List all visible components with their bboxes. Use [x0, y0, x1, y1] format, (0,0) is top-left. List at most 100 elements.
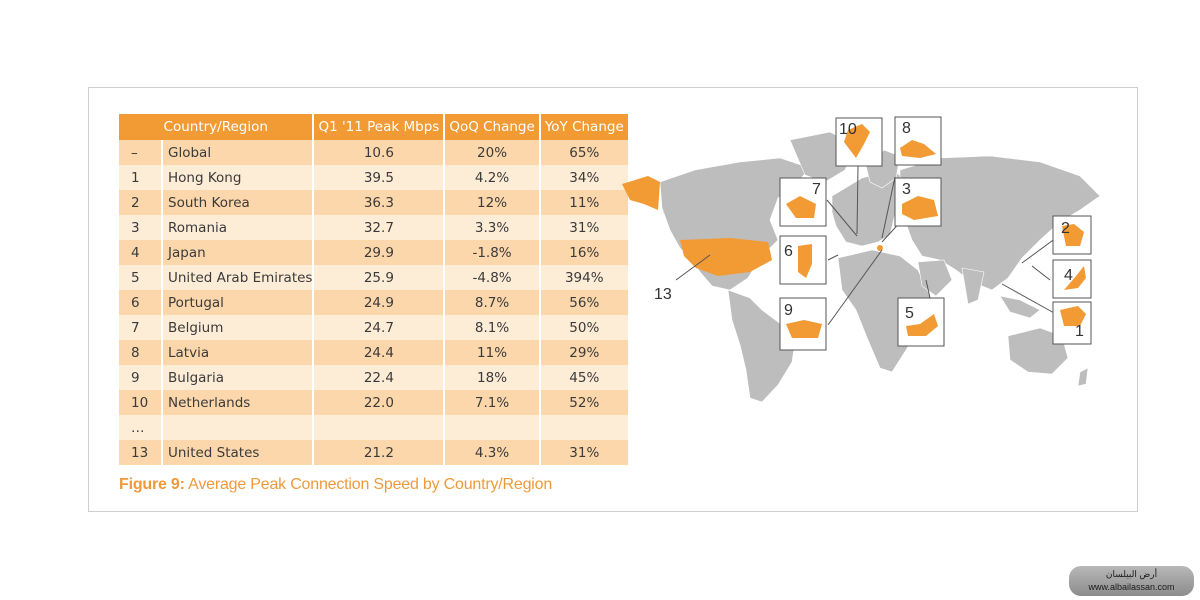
cell-peak: 22.0: [313, 390, 446, 415]
callout-country-shape: [1062, 224, 1084, 246]
cell-peak: 32.7: [313, 215, 446, 240]
figure-caption: Figure 9: Average Peak Connection Speed …: [119, 476, 552, 494]
cell-yoy: 16%: [539, 240, 630, 265]
highlight-group: [622, 176, 883, 276]
cell-yoy: 394%: [539, 265, 630, 290]
cell-rank: …: [119, 415, 163, 440]
cell-qoq: 11%: [444, 340, 541, 365]
cell-country: Hong Kong: [162, 165, 315, 190]
cell-rank: 6: [119, 290, 163, 315]
cell-qoq: [444, 415, 541, 440]
callout-label: 10: [839, 121, 857, 138]
table-row: 10 Netherlands 22.0 7.1% 52%: [119, 390, 630, 415]
cell-yoy: 34%: [539, 165, 630, 190]
cell-peak: 25.9: [313, 265, 446, 290]
cell-rank: 7: [119, 315, 163, 340]
land-asia: [899, 155, 1101, 291]
cell-country: United States: [162, 440, 315, 465]
cell-rank: 5: [119, 265, 163, 290]
cell-peak: 21.2: [313, 440, 446, 465]
table-row: 7 Belgium 24.7 8.1% 50%: [119, 315, 630, 340]
table-row: …: [119, 415, 630, 440]
header-yoy: YoY Change: [539, 114, 630, 140]
table-row: 13 United States 21.2 4.3% 31%: [119, 440, 630, 465]
watermark: أرض البيلسان www.albailassan.com: [1069, 566, 1194, 596]
cell-peak: 22.4: [313, 365, 446, 390]
callout-country-shape: [798, 244, 812, 278]
callout-label: 5: [905, 305, 914, 322]
caption-text: Average Peak Connection Speed by Country…: [188, 476, 553, 493]
cell-qoq: 8.7%: [444, 290, 541, 315]
callout-country-shape: [1064, 266, 1086, 290]
cell-qoq: 12%: [444, 190, 541, 215]
table-header-row: Country/Region Q1 '11 Peak Mbps QoQ Chan…: [119, 114, 630, 140]
cell-country: [162, 415, 315, 440]
table-row: 8 Latvia 24.4 11% 29%: [119, 340, 630, 365]
callout-label: 8: [902, 120, 911, 137]
cell-rank: 9: [119, 365, 163, 390]
cell-yoy: 31%: [539, 440, 630, 465]
callout-country-shape: [786, 320, 822, 338]
callout-country-shape: [900, 140, 936, 158]
callout-label: 1: [1075, 323, 1084, 340]
peak-speed-table: Country/Region Q1 '11 Peak Mbps QoQ Chan…: [119, 114, 630, 465]
cell-rank: 10: [119, 390, 163, 415]
land-new-zealand: [1077, 367, 1089, 387]
cell-yoy: 56%: [539, 290, 630, 315]
table-row: 4 Japan 29.9 -1.8% 16%: [119, 240, 630, 265]
header-peak: Q1 '11 Peak Mbps: [313, 114, 446, 140]
cell-peak: 24.4: [313, 340, 446, 365]
cell-country: Latvia: [162, 340, 315, 365]
cell-rank: 3: [119, 215, 163, 240]
cell-yoy: 29%: [539, 340, 630, 365]
callout-group: 10 8 7 3 2 6 4 13 9 5 1: [654, 116, 1092, 351]
cell-rank: 4: [119, 240, 163, 265]
land-south-america: [727, 289, 797, 403]
cell-country: Romania: [162, 215, 315, 240]
cell-yoy: 11%: [539, 190, 630, 215]
table-row: – Global 10.6 20% 65%: [119, 140, 630, 165]
table-row: 9 Bulgaria 22.4 18% 45%: [119, 365, 630, 390]
callout-country-shape: [786, 196, 816, 218]
cell-country: Global: [162, 140, 315, 165]
cell-peak: 39.5: [313, 165, 446, 190]
watermark-url: www.albailassan.com: [1088, 582, 1175, 592]
callout-label: 4: [1064, 267, 1073, 284]
cell-qoq: -1.8%: [444, 240, 541, 265]
cell-qoq: 4.2%: [444, 165, 541, 190]
figure-frame: [88, 87, 1138, 512]
cell-peak: 10.6: [313, 140, 446, 165]
cell-rank: 2: [119, 190, 163, 215]
cell-country: United Arab Emirates: [162, 265, 315, 290]
land-arabia-india: [917, 259, 985, 305]
callout-country-shape: [906, 314, 938, 336]
cell-qoq: 8.1%: [444, 315, 541, 340]
cell-peak: 29.9: [313, 240, 446, 265]
cell-yoy: 65%: [539, 140, 630, 165]
cell-peak: 24.9: [313, 290, 446, 315]
cell-country: Netherlands: [162, 390, 315, 415]
highlight-europe-dots: [877, 245, 883, 251]
header-country: Country/Region: [119, 114, 315, 140]
land-se-asia: [999, 295, 1041, 319]
cell-qoq: 20%: [444, 140, 541, 165]
cell-country: Bulgaria: [162, 365, 315, 390]
cell-country: Portugal: [162, 290, 315, 315]
cell-country: Japan: [162, 240, 315, 265]
table-row: 5 United Arab Emirates 25.9 -4.8% 394%: [119, 265, 630, 290]
callout-label: 6: [784, 243, 793, 260]
caption-label: Figure 9:: [119, 476, 185, 493]
cell-rank: 8: [119, 340, 163, 365]
table-row: 2 South Korea 36.3 12% 11%: [119, 190, 630, 215]
table-row: 1 Hong Kong 39.5 4.2% 34%: [119, 165, 630, 190]
cell-country: Belgium: [162, 315, 315, 340]
cell-yoy: 31%: [539, 215, 630, 240]
cell-qoq: 4.3%: [444, 440, 541, 465]
callout-label: 3: [902, 181, 911, 198]
cell-qoq: 3.3%: [444, 215, 541, 240]
callout-country-shape: [844, 124, 870, 158]
cell-peak: 36.3: [313, 190, 446, 215]
cell-yoy: [539, 415, 630, 440]
callout-label: 13: [654, 286, 672, 303]
leader-lines: [675, 165, 1061, 326]
